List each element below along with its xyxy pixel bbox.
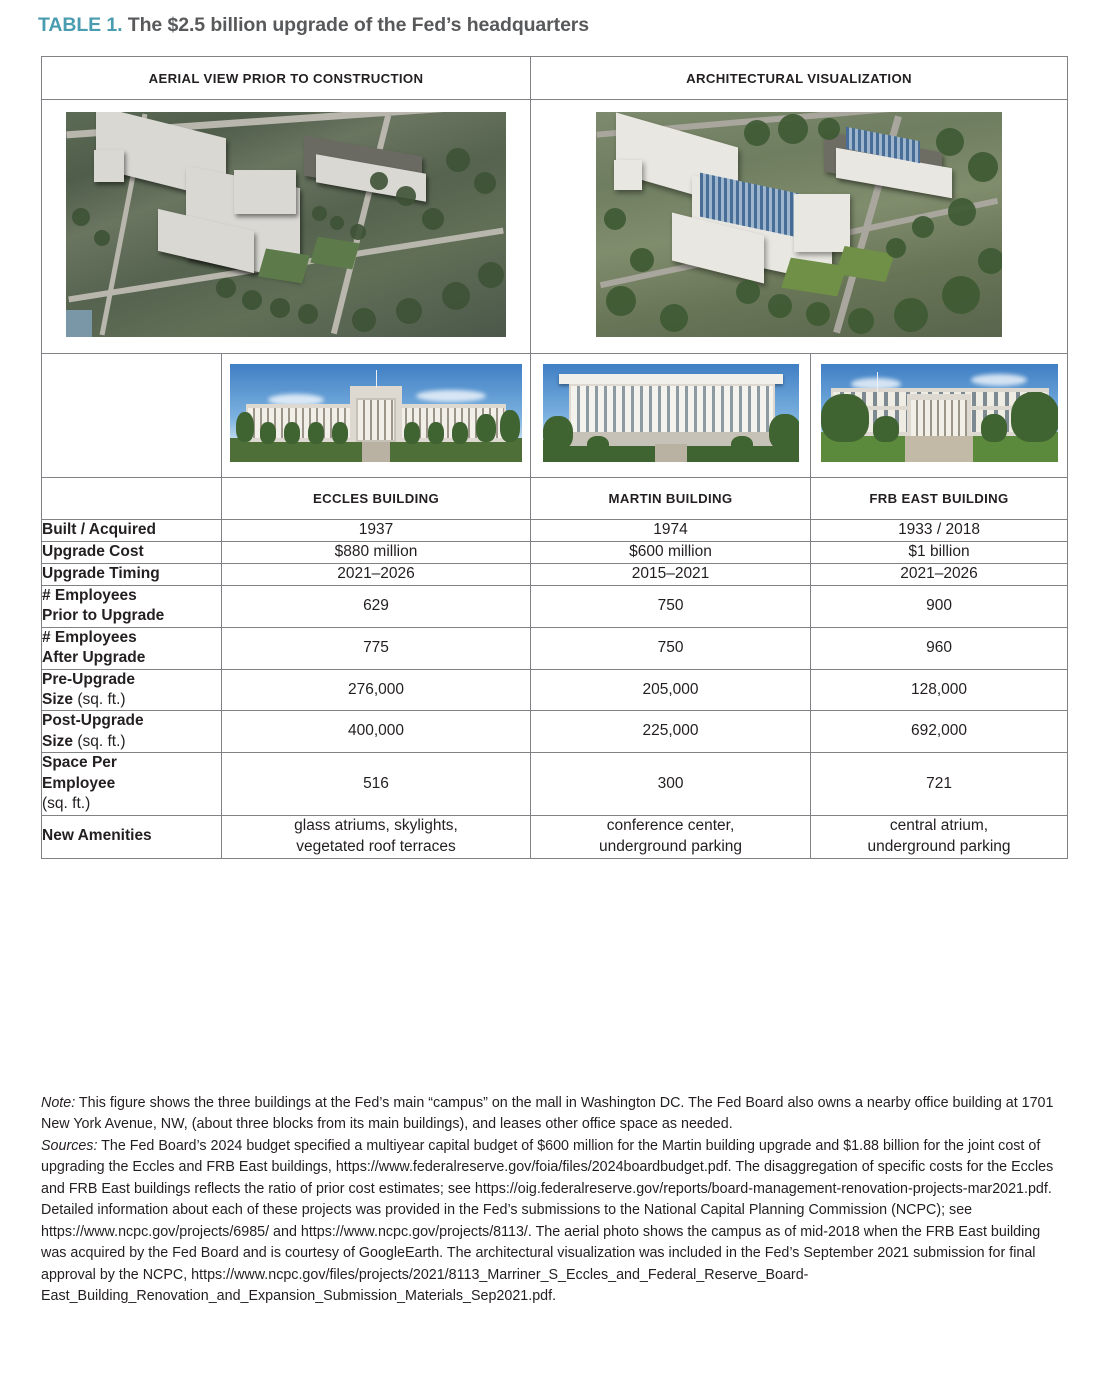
row-label-main: Upgrade Timing — [42, 565, 160, 583]
table-cell: 128,000 — [810, 668, 1069, 712]
row-label-units: (sq. ft.) — [77, 732, 126, 750]
row-label-main: Pre-Upgrade Size — [42, 670, 136, 709]
sources-paragraph: Sources: The Fed Board’s 2024 budget spe… — [41, 1136, 1067, 1308]
row-label: Pre-Upgrade Size (sq. ft.) — [41, 668, 222, 712]
row-label-main: Post-Upgrade Size — [42, 712, 144, 750]
table-row-top-headers: AERIAL VIEW PRIOR TO CONSTRUCTION ARCHIT… — [40, 56, 1069, 100]
row-label: # Employees After Upgrade — [41, 626, 222, 670]
table-cell: 692,000 — [810, 710, 1069, 754]
row-label: Upgrade Cost — [41, 540, 222, 564]
table-row: Upgrade Cost $880 million $600 million $1 b… — [41, 540, 1069, 564]
page-title: TABLE 1. The $2.5 billion upgrade of the… — [38, 14, 589, 37]
table-cell: 2021–2026 — [810, 562, 1069, 586]
architectural-visualization-cell — [530, 99, 1069, 354]
table-row-building-thumbnails — [41, 353, 1069, 478]
table-cell: glass atriums, skylights, vegetated roof… — [220, 814, 532, 859]
table-cell: 400,000 — [220, 710, 532, 754]
row-label-units: (sq. ft.) — [42, 795, 91, 813]
table-cell: 960 — [810, 626, 1069, 670]
row-label: Post-Upgrade Size (sq. ft.) — [41, 710, 222, 754]
table-cell: 629 — [220, 584, 532, 628]
row-label: # Employees Prior to Upgrade — [41, 584, 222, 628]
table-cell: 2021–2026 — [220, 562, 532, 586]
table-cell: 750 — [530, 584, 812, 628]
table-row: New Amenities glass atriums, skylights, v… — [41, 814, 1069, 859]
table-row: Pre-Upgrade Size (sq. ft.) 276,000 205,000… — [41, 668, 1069, 712]
table-cell: 205,000 — [530, 668, 812, 712]
martin-building-photo — [542, 364, 799, 462]
row-label-main: Upgrade Cost — [42, 543, 144, 561]
row-label: Upgrade Timing — [41, 562, 222, 586]
table-cell: $600 million — [530, 540, 812, 564]
table-cell: 721 — [810, 752, 1069, 816]
row-label-units: (sq. ft.) — [77, 691, 126, 709]
eccles-thumbnail-cell — [220, 353, 532, 478]
martin-thumbnail-cell — [530, 353, 812, 478]
table-row: Post-Upgrade Size (sq. ft.) 400,000 225,00… — [41, 710, 1069, 754]
table-row: # Employees Prior to Upgrade 629 750 900 — [41, 584, 1069, 628]
aerial-photo-image — [66, 111, 506, 337]
table-caption: The $2.5 billion upgrade of the Fed’s he… — [127, 14, 590, 36]
frb-east-thumbnail-cell — [810, 353, 1069, 478]
note-label: Note: — [41, 1095, 76, 1111]
note-paragraph: Note: This figure shows the three buildi… — [41, 1093, 1067, 1136]
column-header-martin: MARTIN BUILDING — [530, 477, 812, 520]
row-label-main: Space Per Employee — [42, 754, 117, 792]
row-label: New Amenities — [41, 814, 222, 859]
row-label-main: # Employees After Upgrade — [42, 628, 146, 667]
sources-label: Sources: — [41, 1137, 98, 1154]
table-row-building-headers: ECCLES BUILDING MARTIN BUILDING FRB EAST… — [41, 477, 1069, 520]
fed-headquarters-table: AERIAL VIEW PRIOR TO CONSTRUCTION ARCHIT… — [40, 56, 1069, 859]
table-cell: $880 million — [220, 540, 532, 564]
row-label-main: # Employees Prior to Upgrade — [42, 586, 165, 625]
table-cell: 1933 / 2018 — [810, 519, 1069, 542]
table-cell: 1937 — [220, 519, 532, 542]
header-aerial-view: AERIAL VIEW PRIOR TO CONSTRUCTION — [40, 56, 532, 100]
table-cell: 775 — [220, 626, 532, 670]
aerial-photo-cell — [40, 99, 532, 354]
frb-east-building-photo — [820, 364, 1058, 462]
table-cell: central atrium, underground parking — [810, 814, 1069, 859]
eccles-building-photo — [230, 364, 522, 462]
column-header-eccles: ECCLES BUILDING — [220, 477, 532, 520]
table-row: Upgrade Timing 2021–2026 2015–2021 2021–202… — [41, 562, 1069, 586]
table-row-large-images — [40, 99, 1069, 354]
table-number: TABLE 1. — [38, 14, 123, 36]
table-row: Space Per Employee (sq. ft.) 516 300 721 — [41, 752, 1069, 816]
thumbnail-spacer-cell — [41, 353, 222, 478]
table-row: # Employees After Upgrade 775 750 960 — [41, 626, 1069, 670]
table-cell: 2015–2021 — [530, 562, 812, 586]
table-cell: 516 — [220, 752, 532, 816]
row-label-main: Built / Acquired — [42, 521, 156, 539]
row-label-main: New Amenities — [42, 827, 152, 845]
table-cell: 1974 — [530, 519, 812, 542]
note-text: This figure shows the three buildings at… — [41, 1095, 1054, 1133]
table-cell: 900 — [810, 584, 1069, 628]
table-row: Built / Acquired 1937 1974 1933 / 2018 — [41, 519, 1069, 542]
architectural-visualization-image — [596, 111, 1003, 337]
row-label: Space Per Employee (sq. ft.) — [41, 752, 222, 816]
table-cell: $1 billion — [810, 540, 1069, 564]
row-label: Built / Acquired — [41, 519, 222, 542]
table-cell: 750 — [530, 626, 812, 670]
sources-text: The Fed Board’s 2024 budget specified a … — [41, 1137, 1054, 1304]
header-architectural-visualization: ARCHITECTURAL VISUALIZATION — [530, 56, 1069, 100]
table-cell: conference center, underground parking — [530, 814, 812, 859]
table-notes: Note: This figure shows the three buildi… — [41, 1093, 1067, 1307]
column-header-blank — [41, 477, 222, 520]
column-header-frb-east: FRB EAST BUILDING — [810, 477, 1069, 520]
table-cell: 300 — [530, 752, 812, 816]
table-cell: 276,000 — [220, 668, 532, 712]
table-cell: 225,000 — [530, 710, 812, 754]
